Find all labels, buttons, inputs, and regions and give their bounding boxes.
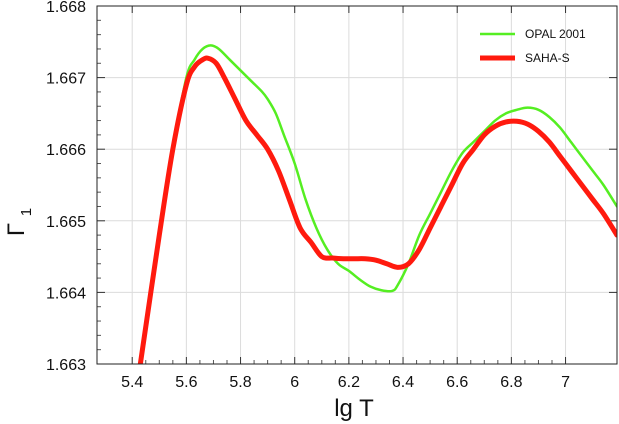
legend-label: SAHA-S — [525, 51, 570, 65]
y-tick-label: 1.665 — [46, 214, 86, 231]
y-tick-label: 1.664 — [46, 285, 86, 302]
svg-text:Γ 1: Γ 1 — [3, 208, 35, 236]
x-tick-label: 6 — [290, 374, 299, 391]
y-tick-label: 1.667 — [46, 71, 86, 88]
x-tick-label: 5.6 — [175, 374, 197, 391]
plot-frame — [96, 5, 618, 365]
x-tick-label: 5.4 — [121, 374, 143, 391]
x-tick-label: 7 — [561, 374, 570, 391]
y-axis-label-base: Γ — [3, 223, 30, 236]
series-layer — [137, 44, 617, 364]
x-tick-label: 6.2 — [338, 374, 360, 391]
x-tick-label: 6.6 — [446, 374, 468, 391]
x-tick-label: 6.4 — [392, 374, 414, 391]
y-tick-label: 1.668 — [46, 0, 86, 16]
y-tick-label: 1.663 — [46, 357, 86, 374]
x-axis-label: lg T — [334, 395, 374, 422]
y-axis-label-sub: 1 — [18, 208, 35, 216]
y-tick-label: 1.666 — [46, 142, 86, 159]
series-line-saha-s — [137, 55, 617, 364]
legend-label: OPAL 2001 — [525, 27, 586, 41]
x-tick-label: 6.8 — [500, 374, 522, 391]
x-tick-label: 5.8 — [229, 374, 251, 391]
legend: OPAL 2001 SAHA-S — [480, 27, 586, 65]
series-line-opal-2001 — [139, 44, 617, 364]
grid — [97, 6, 617, 364]
y-axis-label: Γ 1 — [3, 208, 35, 236]
tick-labels: 5.4 5.6 5.8 6 6.2 6.4 6.6 6.8 7 1.663 1.664 1.665 1.… — [46, 0, 570, 391]
